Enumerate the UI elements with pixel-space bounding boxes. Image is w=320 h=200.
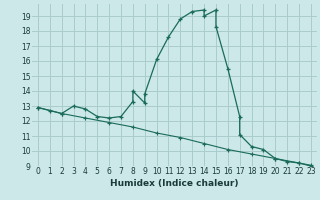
X-axis label: Humidex (Indice chaleur): Humidex (Indice chaleur) (110, 179, 239, 188)
